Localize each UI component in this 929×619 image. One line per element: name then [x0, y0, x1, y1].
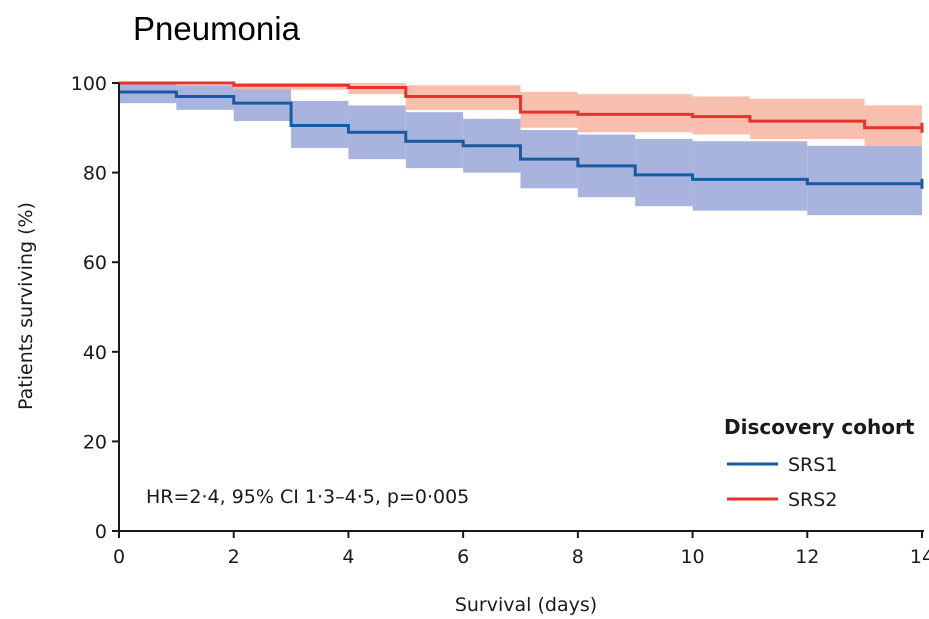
- survival-line-srs2: [119, 81, 922, 130]
- y-tick-label-60: 60: [83, 252, 107, 274]
- ci-band-srs2-7: [749, 98, 865, 139]
- ci-band-srs2-4: [520, 91, 578, 128]
- survival-curves: [119, 81, 924, 189]
- x-tick-label-2: 2: [228, 546, 240, 568]
- survival-line-srs1: [119, 90, 922, 186]
- ci-band-srs2-8: [864, 105, 922, 146]
- x-tick-label-0: 0: [113, 546, 125, 568]
- ci-band-srs1-9: [635, 139, 693, 207]
- x-tick-label-8: 8: [572, 546, 584, 568]
- x-tick-label-10: 10: [680, 546, 704, 568]
- axes: [118, 83, 924, 532]
- x-ticks: 0 2 4 6 8 10 12 14: [113, 531, 929, 568]
- x-tick-label-4: 4: [342, 546, 354, 568]
- legend-label-srs1: SRS1: [788, 454, 837, 476]
- x-axis-label: Survival (days): [455, 594, 597, 616]
- ci-band-srs1-11: [807, 145, 922, 216]
- y-tick-label-0: 0: [95, 521, 107, 543]
- y-tick-label-40: 40: [83, 342, 107, 364]
- x-tick-label-14: 14: [910, 546, 929, 568]
- legend-title: Discovery cohort: [724, 415, 915, 439]
- chart-title: Pneumonia: [133, 10, 301, 47]
- ci-band-srs1-10: [692, 141, 808, 211]
- legend: Discovery cohort SRS1 SRS2: [724, 415, 915, 511]
- y-ticks: 0 20 40 60 80 100: [71, 73, 119, 543]
- x-tick-label-6: 6: [457, 546, 469, 568]
- hr-annotation: HR=2·4, 95% CI 1·3–4·5, p=0·005: [146, 486, 469, 508]
- legend-label-srs2: SRS2: [788, 489, 837, 511]
- y-axis-label: Patients surviving (%): [15, 202, 37, 410]
- x-tick-label-12: 12: [795, 546, 819, 568]
- y-tick-label-100: 100: [71, 73, 107, 95]
- y-tick-label-80: 80: [83, 163, 107, 185]
- y-tick-label-20: 20: [83, 431, 107, 453]
